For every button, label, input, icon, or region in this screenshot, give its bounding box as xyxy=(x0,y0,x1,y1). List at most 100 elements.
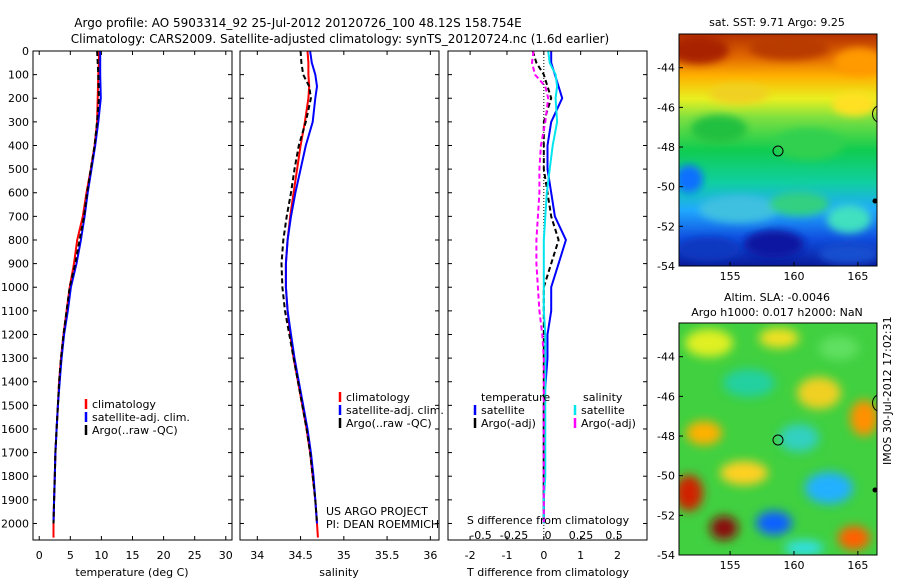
salinity-x-tick-label: 35.5 xyxy=(375,549,400,562)
legend-s-satellite: satellite xyxy=(581,404,625,417)
difference-x-tick-label: -1 xyxy=(501,549,512,562)
sla-lat-tick-label: -52 xyxy=(657,509,675,522)
depth-tick-label: 1200 xyxy=(1,328,29,341)
depth-tick-label: 1600 xyxy=(1,423,29,436)
legend-s-argo: Argo(-adj) xyxy=(581,417,636,430)
difference-series-line-1 xyxy=(531,50,560,524)
temperature-legend: climatology satellite-adj. clim. Argo(..… xyxy=(84,398,190,437)
legend-t-satellite: satellite xyxy=(481,404,525,417)
salinity-x-label: salinity xyxy=(319,566,359,579)
sst-texture xyxy=(679,36,877,264)
depth-tick-label: 600 xyxy=(8,187,29,200)
sst-lon-tick-label: 155 xyxy=(720,270,741,283)
temperature-x-tick-label: 30 xyxy=(219,549,233,562)
sla-lon-tick-label: 155 xyxy=(720,559,741,572)
salinity-legend-satellite: satellite-adj. clim. xyxy=(346,404,444,417)
sla-lat-tick-label: -50 xyxy=(657,470,675,483)
difference-plot-area xyxy=(530,50,567,540)
depth-tick-label: 1000 xyxy=(1,281,29,294)
salinity-panel: 34 34.5 35 35.5 36 salinity climatology sate… xyxy=(239,50,444,579)
salinity-x-ticks: 34 34.5 35 35.5 36 xyxy=(250,51,437,562)
difference-panel: -2 -1 0 1 2 S difference from climatology -0… xyxy=(447,50,648,579)
depth-tick-label: 1400 xyxy=(1,376,29,389)
temperature-series-line-2 xyxy=(52,50,100,524)
sla-map-frame xyxy=(678,322,878,556)
sla-map-title-line-2: Argo h1000: 0.017 h2000: NaN xyxy=(691,306,863,319)
depth-tick-label: 1800 xyxy=(1,470,29,483)
sla-map-panel: Altim. SLA: -0.0046 Argo h1000: 0.017 h2… xyxy=(657,291,894,572)
temperature-x-tick-label: 5 xyxy=(67,549,74,562)
depth-tick-label: 1300 xyxy=(1,352,29,365)
salinity-plot-area xyxy=(280,50,319,538)
s-diff-tick-label: -0.25 xyxy=(500,529,528,542)
sla-lon-tick-label: 165 xyxy=(847,559,868,572)
depth-tick-label: 100 xyxy=(8,69,29,82)
salinity-series-line-2 xyxy=(280,50,318,524)
legend-salinity-title: salinity xyxy=(583,391,623,404)
sst-island xyxy=(872,198,877,204)
sst-map-title: sat. SST: 9.71 Argo: 9.25 xyxy=(709,16,845,29)
depth-y-ticks: 0 100 200 300 400 500 600 700 800 900 1000 1100 1200… xyxy=(1,45,232,530)
sla-heatmap xyxy=(679,323,877,555)
sst-lon-tick-label: 160 xyxy=(783,270,804,283)
sla-lat-tick-label: -46 xyxy=(657,390,675,403)
salinity-difference-label: S difference from climatology xyxy=(467,514,630,527)
sst-lat-tick-label: -50 xyxy=(657,181,675,194)
depth-tick-label: 300 xyxy=(8,116,29,129)
difference-series-line-3 xyxy=(530,50,550,524)
salinity-y-ticks xyxy=(240,50,439,524)
sla-lon-tick-label: 160 xyxy=(783,559,804,572)
sla-coastline xyxy=(872,394,877,412)
sst-lat-tick-label: -48 xyxy=(657,141,675,154)
depth-tick-label: 1100 xyxy=(1,305,29,318)
sla-lat-tick-label: -54 xyxy=(657,549,675,562)
depth-tick-label: 200 xyxy=(8,92,29,105)
difference-x-tick-label: 1 xyxy=(577,549,584,562)
sst-coastline xyxy=(872,105,877,123)
s-diff-tick-label: 0.5 xyxy=(605,529,623,542)
sst-lon-tick-label: 165 xyxy=(847,270,868,283)
sla-island xyxy=(872,487,877,493)
salinity-x-tick-label: 34.5 xyxy=(288,549,313,562)
s-diff-tick-label: 0.25 xyxy=(569,529,594,542)
sst-map-frame xyxy=(678,33,878,267)
depth-tick-label: 0 xyxy=(22,45,29,58)
depth-tick-label: 2000 xyxy=(1,517,29,530)
depth-tick-label: 1500 xyxy=(1,399,29,412)
sla-argo-marker xyxy=(772,434,784,446)
temperature-panel: 0 5 10 15 20 25 30 0 100 200 300 400 500 600 700 800 90… xyxy=(1,45,233,579)
sst-map-panel: sat. SST: 9.71 Argo: 9.25 xyxy=(657,16,878,283)
temperature-x-tick-label: 10 xyxy=(94,549,108,562)
temperature-difference-label: T difference from climatology xyxy=(466,566,629,579)
sst-lat-tick-label: -52 xyxy=(657,220,675,233)
depth-tick-label: 1700 xyxy=(1,447,29,460)
salinity-x-tick-label: 34 xyxy=(250,549,264,562)
temperature-legend-argo: Argo(..raw -QC) xyxy=(92,424,178,437)
depth-tick-label: 800 xyxy=(8,234,29,247)
depth-tick-label: 500 xyxy=(8,163,29,176)
temperature-legend-satellite: satellite-adj. clim. xyxy=(92,411,190,424)
difference-series-line-2 xyxy=(542,50,559,524)
temperature-x-tick-label: 15 xyxy=(126,549,140,562)
legend-temperature-title: temperature xyxy=(481,391,550,404)
temperature-x-ticks: 0 5 10 15 20 25 30 xyxy=(36,51,233,562)
sst-map-ticks: 155 160 165 -44 -46 -48 -50 -52 -54 xyxy=(657,62,868,283)
difference-x-ticks: -2 -1 0 1 2 xyxy=(465,51,621,562)
s-diff-tick-label: -0.5 xyxy=(470,529,491,542)
difference-legend: temperature satellite Argo(-adj) salinit… xyxy=(473,391,636,430)
sst-lat-tick-label: -46 xyxy=(657,101,675,114)
sla-lat-tick-label: -44 xyxy=(657,351,675,364)
sst-argo-marker xyxy=(772,145,784,157)
temperature-x-tick-label: 25 xyxy=(188,549,202,562)
salinity-legend: climatology satellite-adj. clim. Argo(..… xyxy=(338,391,444,430)
depth-tick-label: 900 xyxy=(8,258,29,271)
depth-tick-label: 400 xyxy=(8,139,29,152)
depth-tick-label: 1900 xyxy=(1,494,29,507)
sla-texture xyxy=(679,328,877,555)
temperature-x-tick-label: 20 xyxy=(157,549,171,562)
salinity-difference-tick-labels: -0.5 -0.25 0 0.25 0.5 xyxy=(470,529,622,542)
sst-lat-tick-label: -54 xyxy=(657,260,675,273)
pi-annotation: PI: DEAN ROEMMICH xyxy=(326,518,439,531)
difference-axes-box xyxy=(447,50,648,541)
